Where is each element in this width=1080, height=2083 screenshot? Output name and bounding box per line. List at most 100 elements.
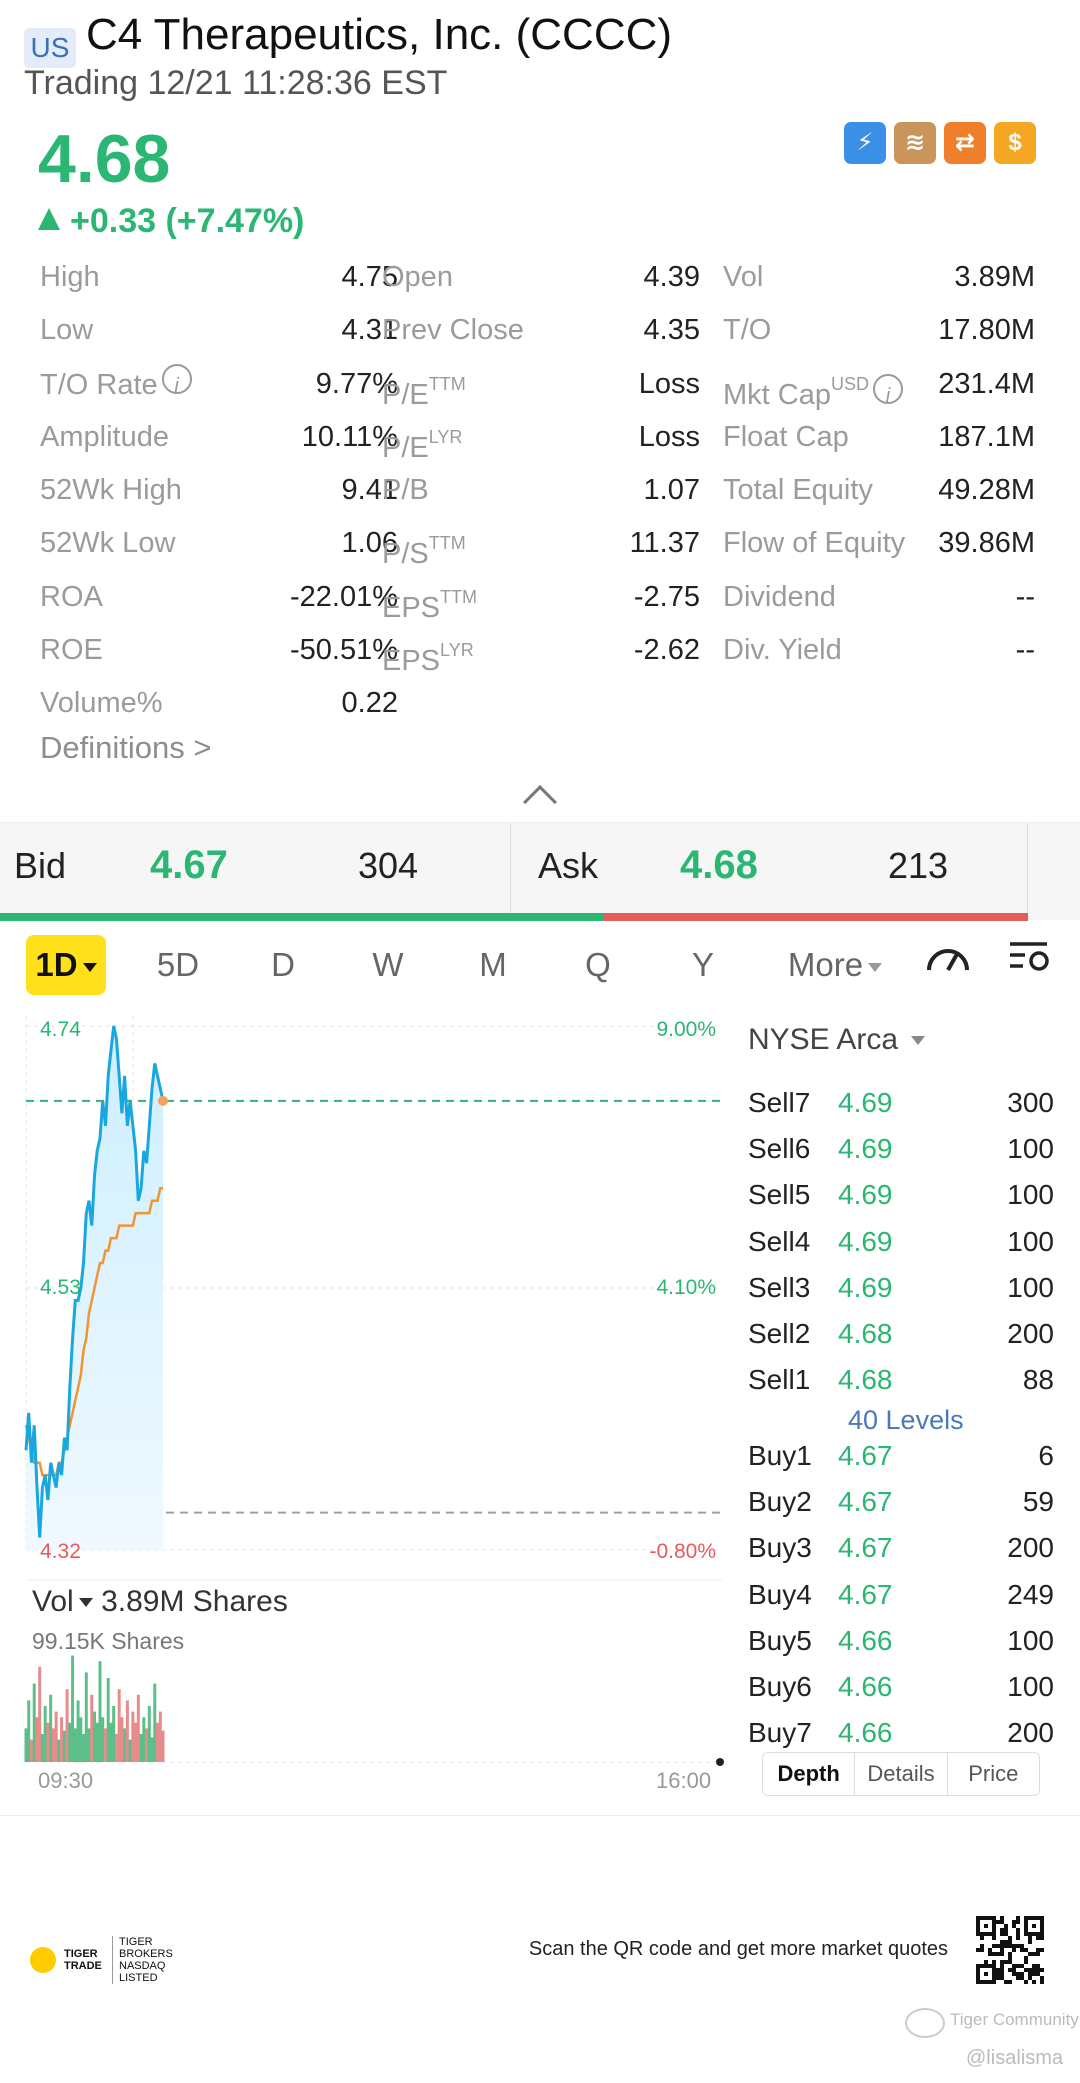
community-label: Tiger Community <box>950 2010 1079 2029</box>
orderbook-price: 4.66 <box>838 1717 893 1749</box>
orderbook-qty: 200 <box>1007 1717 1054 1749</box>
stat-label: Amplitude <box>40 420 169 453</box>
orderbook-row: Buy7 4.66 200 <box>748 1717 1054 1757</box>
orderbook-qty: 200 <box>1007 1532 1054 1564</box>
stat-value: -- <box>1015 580 1035 613</box>
orderbook-qty: 100 <box>1007 1671 1054 1702</box>
bid-ask-bar: Bid 4.67 304 Ask 4.68 213 <box>0 822 1080 921</box>
orderbook-row: Buy2 4.67 59 <box>748 1486 1054 1526</box>
bid-size: 304 <box>358 845 419 886</box>
stat-value: 4.35 <box>643 314 700 347</box>
volume-bar <box>109 1722 113 1762</box>
stat-label: Dividend <box>723 580 836 613</box>
info-icon[interactable]: i <box>161 363 192 397</box>
stat-label: EPSLYR <box>382 640 474 678</box>
chart-settings-icon[interactable] <box>1002 935 1058 995</box>
volume-label[interactable]: Vol 3.89M Shares <box>32 1585 288 1618</box>
stat-value: -2.75 <box>633 580 700 613</box>
volume-bar <box>90 1694 94 1762</box>
stat-value: 187.1M <box>938 420 1035 453</box>
gauge-icon[interactable] <box>920 935 976 995</box>
y-pct-mid: 4.10% <box>656 1276 716 1299</box>
volume-bar <box>131 1711 135 1762</box>
orderbook-qty: 100 <box>1007 1133 1054 1165</box>
volume-bar <box>84 1672 88 1762</box>
tab-more[interactable]: More <box>775 935 895 995</box>
orderbook-side: Buy4 <box>748 1578 812 1610</box>
last-price: 4.68 <box>38 121 171 197</box>
y-label-mid: 4.53 <box>40 1276 81 1299</box>
orderbook-side: Sell6 <box>748 1133 811 1165</box>
chevron-right-icon: > <box>193 730 212 765</box>
orderbook-qty: 100 <box>1007 1624 1054 1656</box>
orderbook-qty: 6 <box>1038 1440 1054 1471</box>
stat-value: Loss <box>638 420 700 453</box>
stat-label: Open <box>382 261 453 293</box>
orderbook-price: 4.69 <box>838 1179 893 1211</box>
swap-icon[interactable]: ⇄ <box>944 122 986 164</box>
orderbook-qty: 59 <box>1022 1486 1054 1518</box>
orderbook-price: 4.69 <box>838 1271 893 1303</box>
tab-d[interactable]: D <box>271 946 295 983</box>
tab-m[interactable]: M <box>479 946 507 983</box>
volume-bar <box>150 1737 154 1762</box>
tab-5d[interactable]: 5D <box>156 946 200 983</box>
volume-bar <box>114 1734 118 1762</box>
settings-icon-svg <box>1010 942 1049 971</box>
stat-label: Total Equity <box>723 474 873 507</box>
volume-bar <box>49 1694 53 1762</box>
info-icon[interactable]: i <box>873 373 903 407</box>
stat-label: Flow of Equity <box>723 527 906 560</box>
stats-row: ROA -22.01% EPSTTM -2.75 Dividend -- <box>40 577 1040 630</box>
stat-label: Mkt CapUSDi <box>723 364 903 415</box>
gauge-icon-svg <box>927 949 969 971</box>
orderbook-row: Buy3 4.67 200 <box>748 1532 1054 1572</box>
volume-bar <box>93 1711 97 1762</box>
orderbook-row: Sell4 4.69 100 <box>748 1226 1054 1266</box>
definitions-link[interactable]: Definitions > <box>40 730 212 765</box>
stack-icon[interactable]: ≋ <box>894 122 936 164</box>
stat-value: 49.28M <box>938 474 1035 507</box>
stats-grid: High 4.75 Open 4.39 Vol 3.89M Low 4.31 Prev Clos… <box>40 257 1040 737</box>
caret-down-icon <box>82 963 97 972</box>
tab-1d[interactable]: 1D <box>26 935 106 995</box>
stat-label: 52Wk Low <box>40 527 176 560</box>
intraday-chart[interactable]: 4.74 4.53 4.32 9.00% 4.10% -0.80% <box>0 1010 740 1800</box>
chevron-up-icon[interactable] <box>523 785 557 819</box>
stats-row: 52Wk Low 1.06 P/STTM 11.37 Flow of Equity 39.… <box>40 523 1040 576</box>
orderbook-price: 4.68 <box>838 1364 893 1396</box>
y-pct-high: 9.00% <box>656 1018 716 1041</box>
volume-bar <box>35 1717 39 1762</box>
bid-label: Bid <box>14 845 67 886</box>
levels-button[interactable]: 40 Levels <box>848 1405 964 1435</box>
period-tabs: 1D 5D D W M Q Y More <box>0 935 1080 1005</box>
stats-row: T/O Rate i 9.77% P/ETTM Loss Mkt CapUSDi 231.4… <box>40 363 1040 417</box>
brand-name: TIGER TRADE <box>64 1948 102 1972</box>
volume-bar <box>161 1730 165 1762</box>
exchange-selector[interactable]: NYSE Arca <box>748 1023 926 1057</box>
lightning-icon[interactable]: ⚡ <box>844 122 886 164</box>
stat-value: 39.86M <box>938 527 1035 560</box>
volume-max: 99.15K Shares <box>32 1628 185 1654</box>
brand-sub: TIGER BROKERS NASDAQ LISTED <box>112 1936 198 1984</box>
dollar-icon[interactable]: $ <box>994 122 1036 164</box>
ask-ratio-bar <box>604 913 1028 921</box>
orderbook-row: Sell2 4.68 200 <box>748 1318 1054 1358</box>
volume-bar <box>95 1722 99 1762</box>
stats-row: 52Wk High 9.41 P/B 1.07 Total Equity 49.28M <box>40 470 1040 523</box>
tab-price[interactable]: Price <box>968 1761 1019 1786</box>
tab-depth[interactable]: Depth <box>763 1753 856 1795</box>
tab-details[interactable]: Details <box>855 1753 948 1795</box>
volume-bar <box>29 1739 33 1762</box>
tab-y[interactable]: Y <box>691 946 714 983</box>
orderbook-price: 4.68 <box>838 1318 893 1349</box>
stat-label: Float Cap <box>723 420 849 453</box>
tab-q[interactable]: Q <box>585 946 611 983</box>
volume-bar <box>46 1722 50 1762</box>
tab-w[interactable]: W <box>372 946 404 983</box>
caret-down-icon <box>868 963 883 972</box>
price-line <box>24 1025 165 1538</box>
stat-label: 52Wk High <box>40 474 182 507</box>
orderbook-side: Sell3 <box>748 1271 811 1303</box>
stat-value: 231.4M <box>938 367 1035 400</box>
